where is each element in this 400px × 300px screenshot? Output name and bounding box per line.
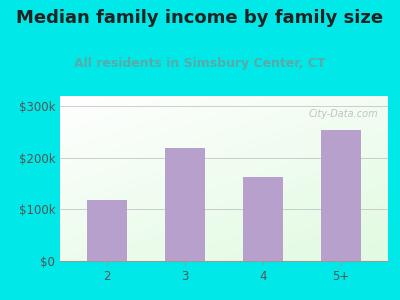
Text: All residents in Simsbury Center, CT: All residents in Simsbury Center, CT [74,57,326,70]
Bar [243,177,283,261]
Bar [321,130,362,261]
Text: Median family income by family size: Median family income by family size [16,9,384,27]
Text: City-Data.com: City-Data.com [308,109,378,119]
Bar [165,148,205,261]
Bar [86,200,127,261]
